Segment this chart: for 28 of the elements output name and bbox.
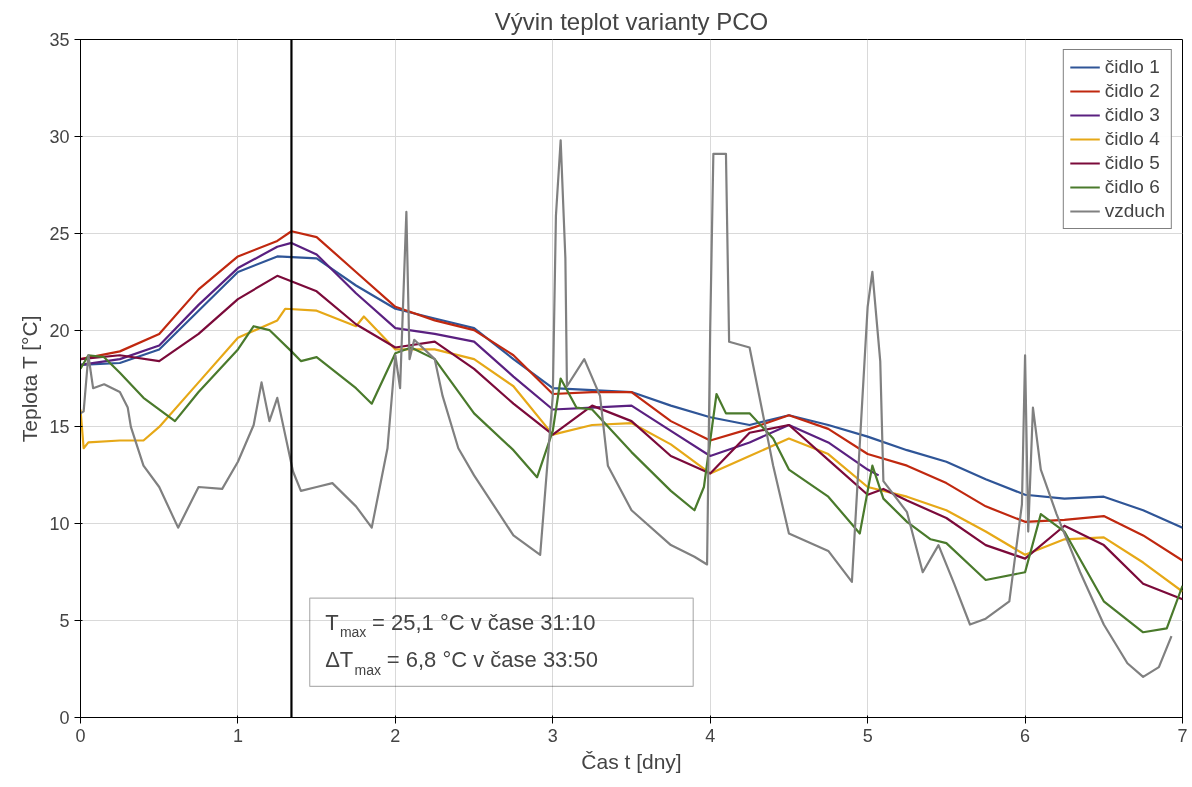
x-tick-label: 5 [862,725,873,746]
legend-label: čidlo 6 [1104,176,1160,198]
y-tick-label: 30 [49,126,70,147]
legend-label: čidlo 1 [1104,56,1160,78]
x-tick-label: 2 [390,725,401,746]
y-tick-label: 10 [49,514,70,535]
x-tick-label: 1 [232,725,243,746]
legend-label: vzduch [1104,200,1165,222]
line-series [80,241,880,477]
y-tick-label: 0 [59,708,70,728]
x-tick-label: 0 [75,725,86,746]
y-tick-label: 5 [59,611,70,632]
x-tick-label: 6 [1020,725,1031,746]
legend-label: čidlo 5 [1104,152,1160,174]
line-series [80,230,1183,562]
x-axis-title: Čas t [dny] [581,749,682,773]
legend-label: čidlo 4 [1104,128,1160,150]
x-tick-label: 7 [1177,725,1188,746]
y-tick-label: 35 [49,30,70,50]
x-tick-label: 4 [705,725,716,746]
y-tick-label: 25 [49,223,70,244]
legend-label: čidlo 2 [1104,80,1160,102]
legend-label: čidlo 3 [1104,104,1160,126]
y-axis-title: Teplota T [°C] [18,315,42,443]
x-tick-label: 3 [547,725,558,746]
y-tick-label: 20 [49,320,70,341]
chart-title: Vývin teplot varianty PCO [494,7,769,35]
y-tick-label: 15 [49,417,70,438]
